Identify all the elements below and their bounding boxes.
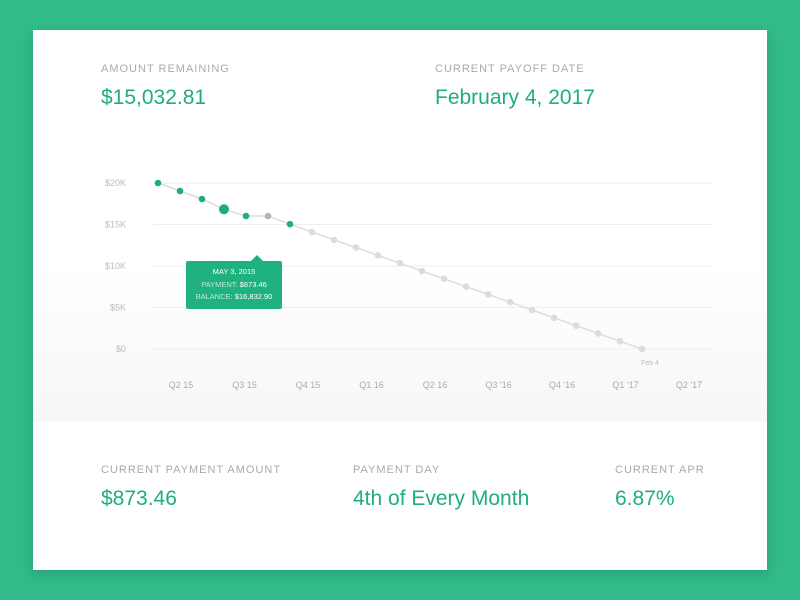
data-point [594,330,602,337]
payment-amount-value: $873.46 [101,487,177,510]
data-point [374,252,382,259]
data-point [242,212,250,220]
y-tick-label: $20K [105,178,126,188]
data-point [440,275,448,283]
data-point [308,228,316,236]
loan-card: Amount Remaining $15,032.81 Current Payo… [33,30,767,570]
data-point [286,220,294,228]
data-point [176,187,184,195]
chart-background [33,30,767,422]
y-tick-label: $10K [105,261,126,271]
data-point [616,337,624,345]
x-tick-label: Q2 16 [423,380,448,390]
y-tick-label: $5K [110,303,126,313]
data-point [572,322,580,329]
y-tick-label: $15K [105,220,126,230]
balance-chart: $20K $15K $10K $5K $0 Q2 15 Q3 15 Q4 15 Q1 16 Q2 … [105,178,713,390]
x-tick-label: Q1 '17 [612,380,638,390]
data-point [506,298,514,306]
data-point [219,204,229,215]
amount-remaining-value: $15,032.81 [101,86,207,109]
data-point [550,314,558,322]
tooltip-payment-label: PAYMENT: [201,279,238,289]
apr-label: Current APR [615,464,705,476]
data-point [198,195,206,203]
x-tick-label: Q3 15 [232,380,257,390]
payment-day-label: Payment Day [353,464,441,476]
chart-tooltip: MAY 3, 2015 PAYMENT: $873.46 BALANCE: $1… [186,255,282,309]
end-date-label: Feb 4 [641,360,659,367]
x-tick-label: Q2 '17 [676,380,702,390]
data-point [462,283,470,290]
data-point [352,244,360,251]
x-tick-label: Q4 15 [296,380,321,390]
apr-value: 6.87% [615,487,675,510]
payment-day-value: 4th of Every Month [353,487,530,510]
data-point [638,345,646,353]
data-point [396,259,404,267]
tooltip-date: MAY 3, 2015 [212,267,256,276]
x-tick-label: Q3 '16 [485,380,511,390]
payment-amount-label: Current Payment Amount [101,464,282,476]
x-tick-label: Q2 15 [169,380,194,390]
data-point [484,291,492,298]
y-tick-label: $0 [116,344,126,354]
tooltip-payment: $873.46 [239,279,267,289]
payoff-date-value: February 4, 2017 [435,86,595,109]
data-point [154,179,162,187]
x-tick-label: Q4 '16 [549,380,575,390]
payoff-date-label: Current Payoff Date [435,63,585,75]
data-point [264,212,272,220]
amount-remaining-label: Amount Remaining [101,63,230,75]
x-tick-label: Q1 16 [359,380,384,390]
tooltip-balance: $16,832.90 [234,292,273,301]
tooltip-balance-label: BALANCE: [195,292,233,301]
data-point [330,236,338,244]
data-point [418,267,426,275]
data-point [528,306,536,314]
